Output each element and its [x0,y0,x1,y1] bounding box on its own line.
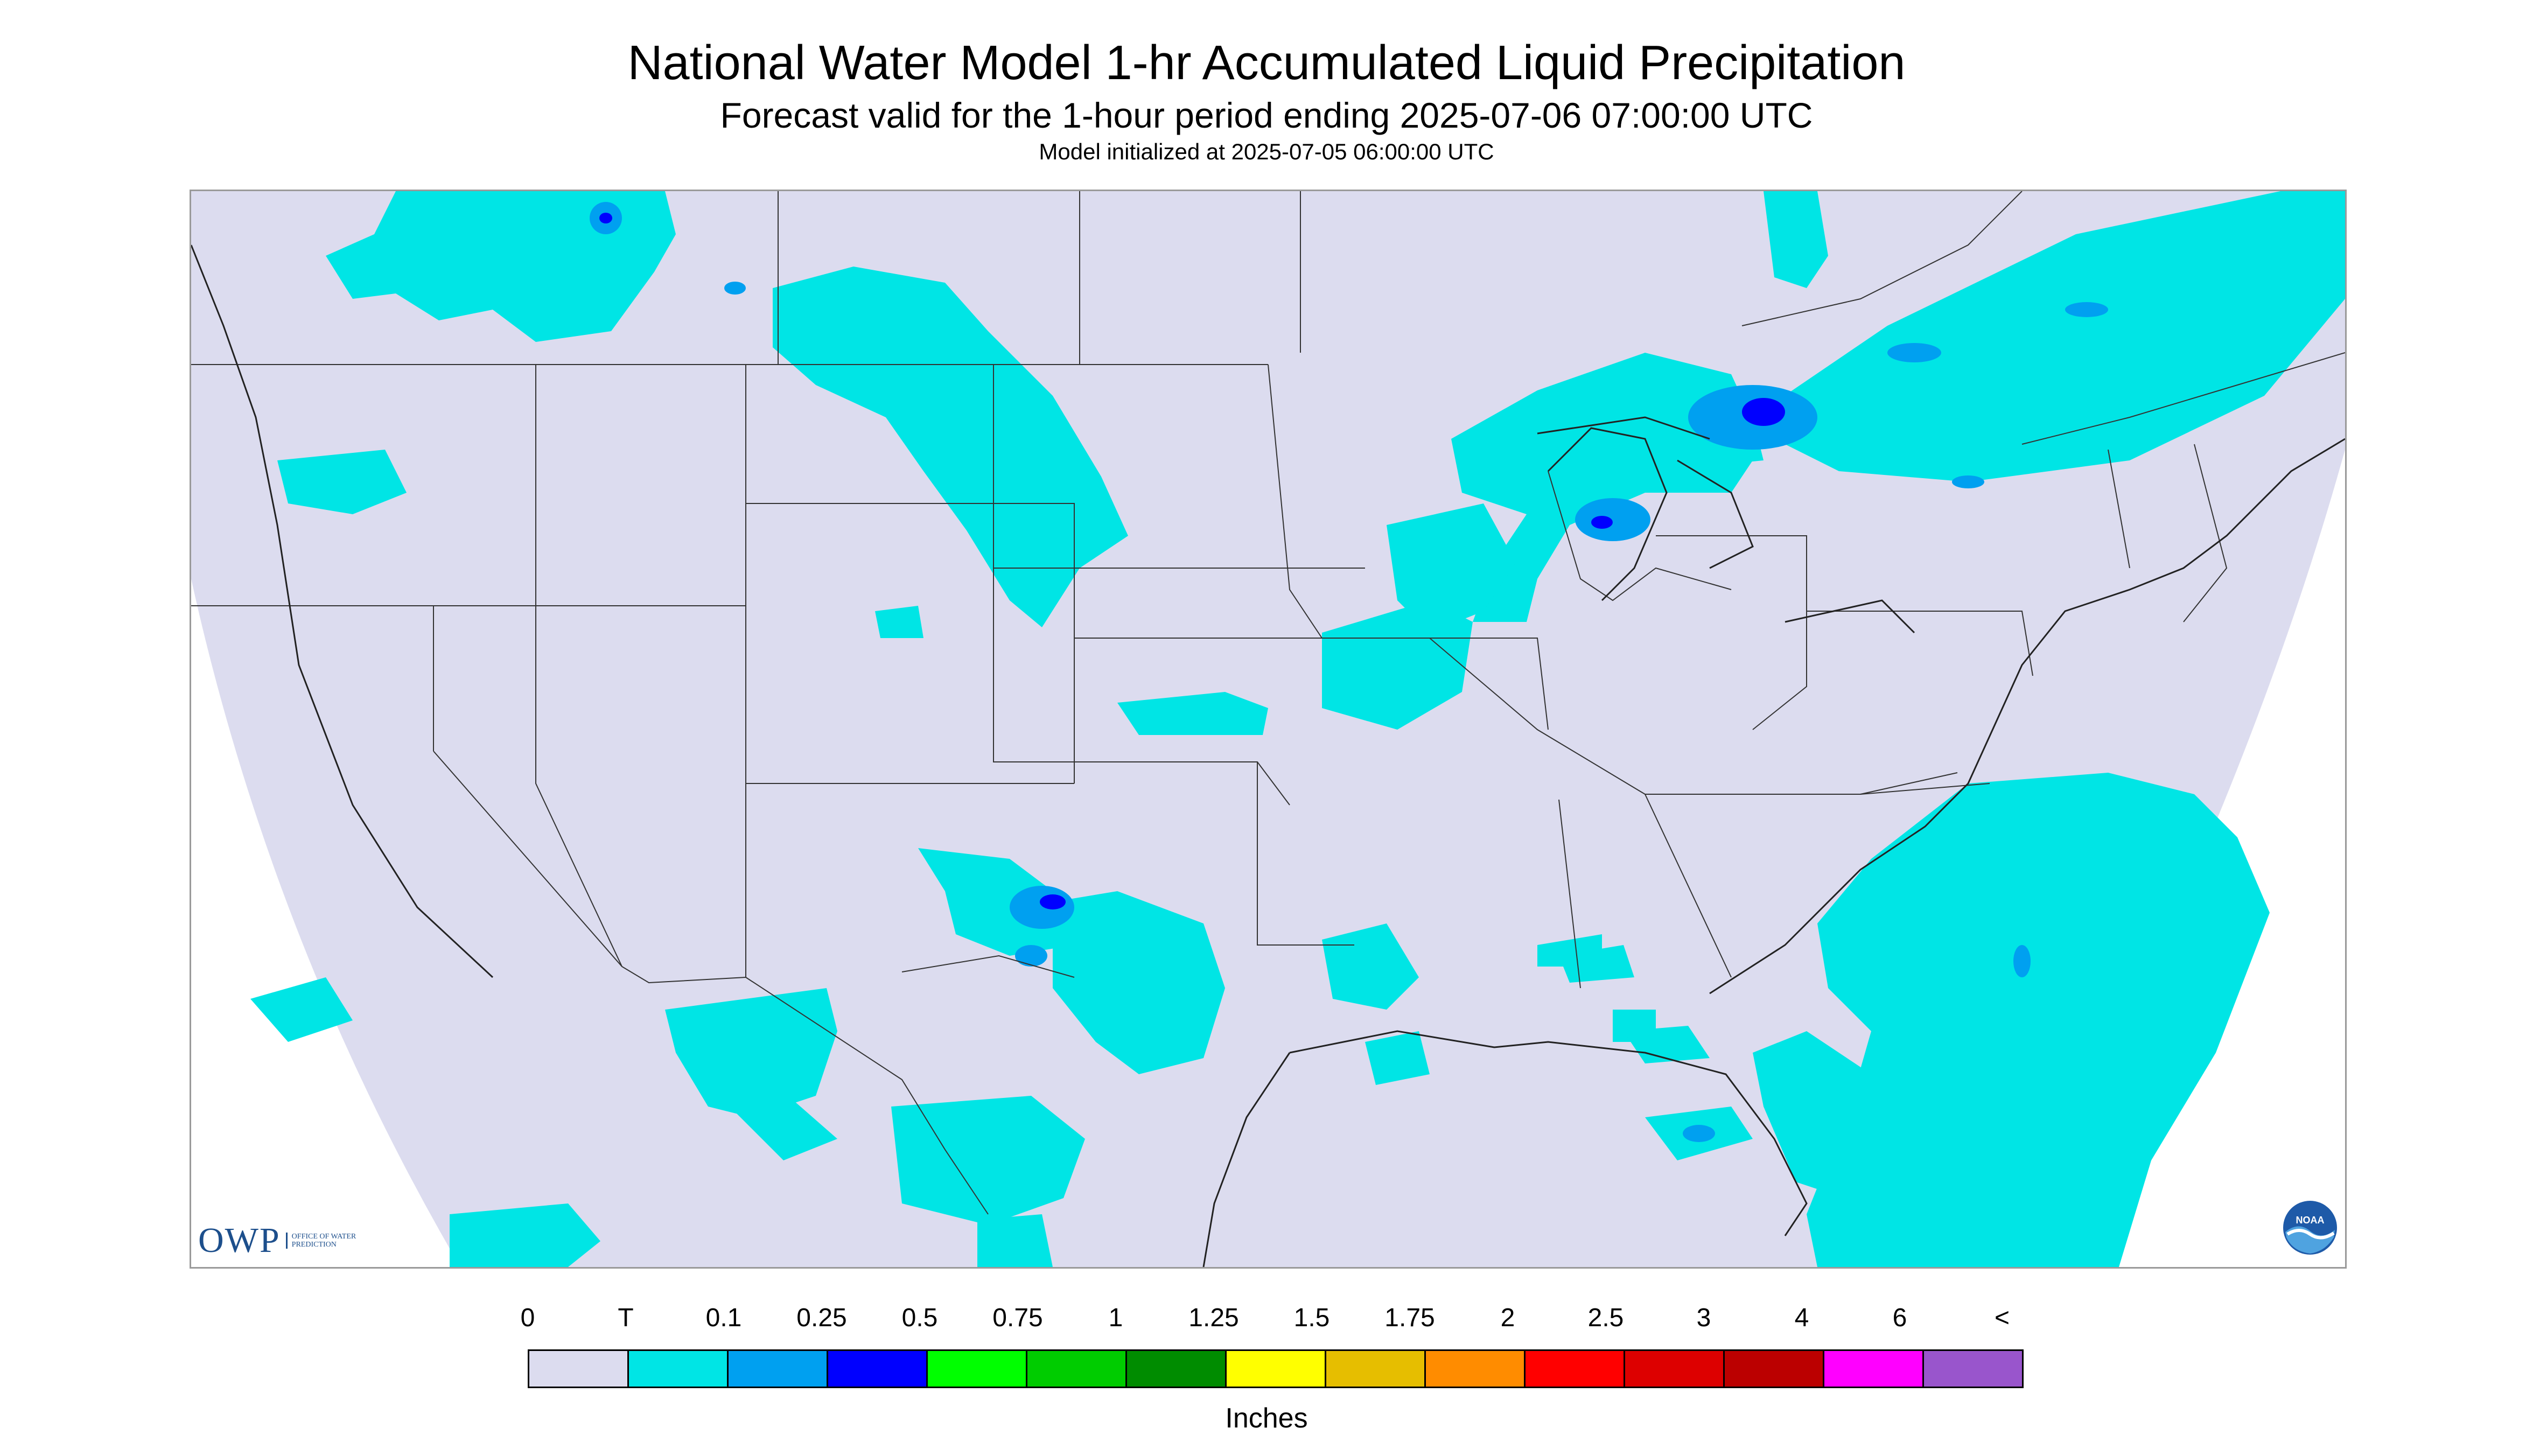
model-domain [191,191,2345,1267]
legend-colorbar [528,1349,2024,1388]
legend-label: 0.5 [901,1304,938,1332]
legend-swatch [828,1351,928,1387]
model-init-line: Model initialized at 2025-07-05 06:00:00… [1039,139,1494,164]
legend-unit-label: Inches [1225,1403,1308,1434]
legend-label: 4 [1794,1304,1809,1332]
legend-label: 2.5 [1587,1304,1624,1332]
legend-swatch [729,1351,828,1387]
legend-label: 0.25 [796,1304,847,1332]
legend-label: 6 [1892,1304,1907,1332]
state-boundaries [191,191,2345,1215]
legend-swatch [1027,1351,1127,1387]
coastlines [191,244,2345,1267]
legend-swatch [1725,1351,1824,1387]
noaa-logo: NOAA [2283,1201,2337,1255]
legend-swatch [1625,1351,1725,1387]
owp-logo-text: OFFICE OF WATER PREDICTION [285,1233,373,1249]
legend-label: < [1994,1304,2010,1332]
legend-label: 1.25 [1188,1304,1239,1332]
precip-trace-areas [250,191,2345,1267]
precipitation-map [190,190,2347,1269]
legend-swatch [928,1351,1027,1387]
legend-swatch [1127,1351,1227,1387]
legend-swatch [529,1351,629,1387]
legend-swatch [629,1351,729,1387]
legend-swatch [1526,1351,1625,1387]
legend-swatch [1326,1351,1426,1387]
legend-label: 1.75 [1384,1304,1435,1332]
legend-label: 1.5 [1293,1304,1330,1332]
legend-label: 0.1 [705,1304,742,1332]
legend-label: 2 [1500,1304,1515,1332]
legend-swatch [1824,1351,1924,1387]
legend-swatch [1924,1351,2022,1387]
legend-label: 1 [1108,1304,1123,1332]
legend-label: 3 [1696,1304,1711,1332]
svg-text:NOAA: NOAA [2296,1215,2325,1226]
legend-label: T [618,1304,634,1332]
legend-label: 0 [520,1304,535,1332]
owp-logo: OWP OFFICE OF WATER PREDICTION [198,1220,373,1261]
legend-label: 0.75 [992,1304,1043,1332]
map-subtitle: Forecast valid for the 1-hour period end… [720,95,1813,135]
precip-heavy-areas [599,213,1785,909]
map-graphic [191,191,2345,1267]
legend-swatch [1426,1351,1526,1387]
legend-swatch [1227,1351,1326,1387]
owp-logo-mark: OWP [198,1221,281,1260]
legend-labels: 0 T 0.1 0.25 0.5 0.75 1 1.25 1.5 1.75 2 … [0,1303,2533,1341]
map-title: National Water Model 1-hr Accumulated Li… [627,36,1906,90]
